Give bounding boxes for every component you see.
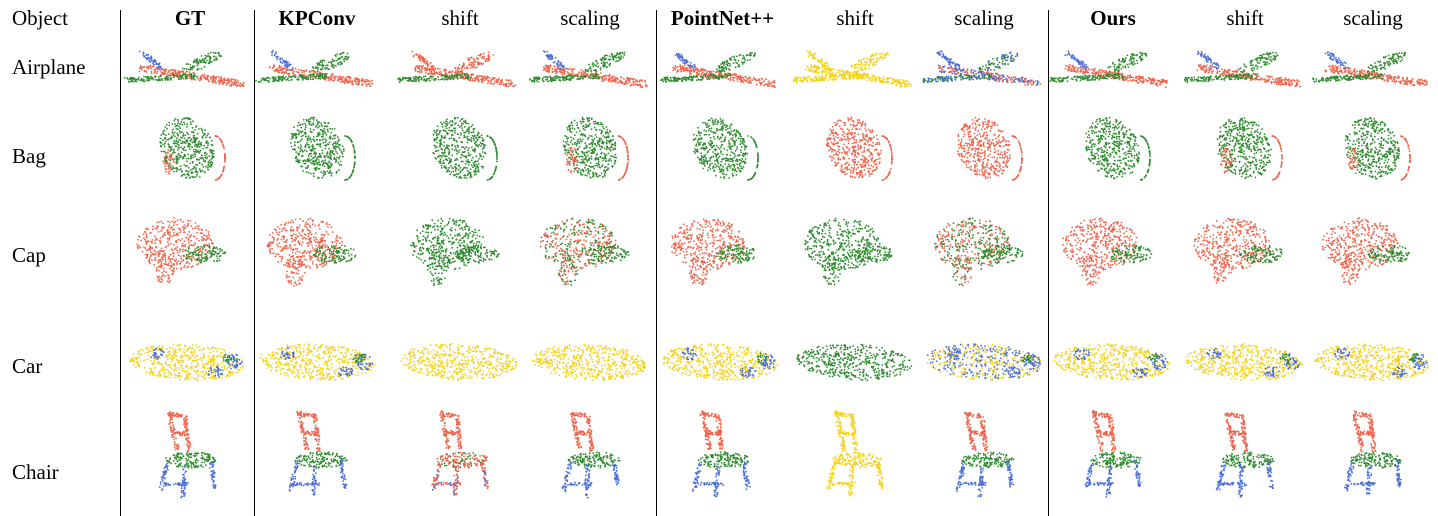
chair-point-cloud [561,412,620,499]
car-point-cloud [532,344,647,381]
chair-point-cloud [826,410,883,497]
cap-point-cloud [136,217,226,283]
airplane-point-cloud [124,51,245,88]
car-point-cloud [663,343,779,381]
cap-point-cloud [1062,217,1152,285]
airplane-point-cloud [923,50,1042,86]
chair-point-cloud [289,411,348,496]
chair-point-cloud [1216,412,1275,497]
chair-point-cloud [1344,410,1402,494]
airplane-point-cloud [1312,51,1428,86]
chair-point-cloud [159,411,217,498]
airplane-point-cloud [793,50,913,88]
bag-point-cloud [432,117,498,181]
bag-point-cloud [1085,117,1151,181]
airplane-point-cloud [529,50,648,88]
chair-point-cloud [1085,410,1142,498]
airplane-point-cloud [255,50,373,87]
airplane-point-cloud [1049,51,1168,89]
bag-point-cloud [826,117,893,181]
bag-point-cloud [693,117,759,181]
cap-point-cloud [934,217,1024,286]
bag-point-cloud [159,117,226,181]
bag-point-cloud [957,117,1023,181]
bag-point-cloud [290,117,356,181]
car-point-cloud [259,343,375,380]
car-point-cloud [927,343,1041,381]
car-point-cloud [401,343,518,381]
chair-point-cloud [692,410,751,497]
car-point-cloud [1314,343,1429,381]
cap-point-cloud [1322,217,1410,285]
cap-point-cloud [267,218,357,287]
cap-point-cloud [410,218,500,286]
bag-point-cloud [1345,117,1411,181]
car-point-cloud [1054,343,1170,380]
bag-point-cloud [1217,117,1283,181]
car-point-cloud [796,344,912,381]
chair-point-cloud [431,410,489,496]
cap-point-cloud [540,218,630,286]
airplane-point-cloud [397,51,516,88]
cap-point-cloud [671,218,755,285]
airplane-point-cloud [1184,51,1301,88]
cap-point-cloud [1193,218,1282,284]
bag-point-cloud [563,117,629,181]
chair-point-cloud [956,412,1015,498]
car-point-cloud [129,343,244,381]
cap-point-cloud [804,218,892,286]
car-point-cloud [1186,343,1303,381]
airplane-point-cloud [660,52,776,88]
